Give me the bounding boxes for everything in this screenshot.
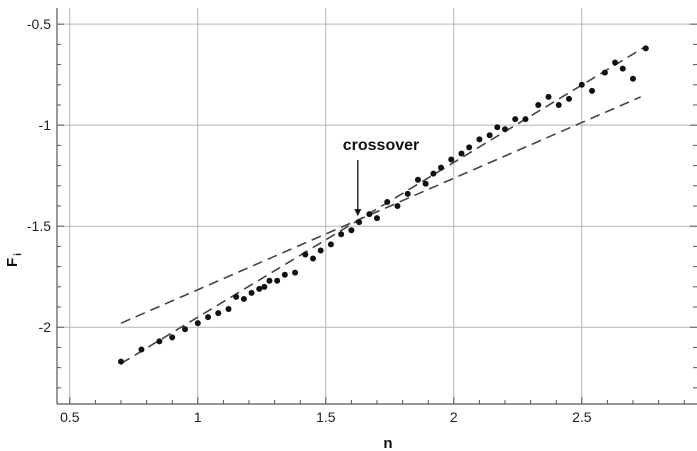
data-point [430, 170, 437, 177]
data-point [194, 320, 201, 327]
data-point [317, 247, 324, 254]
x-tick-labels: 0.5 1 1.5 2 2.5 [60, 409, 592, 425]
y-axis-label: Fi [4, 253, 24, 267]
data-point [612, 59, 619, 66]
data-point [118, 358, 124, 365]
x-tick-label: 1 [194, 409, 202, 425]
data-point [182, 326, 188, 333]
grid [57, 8, 697, 404]
crossover-annotation: crossover [343, 137, 420, 217]
data-point [169, 334, 176, 341]
data-point [476, 136, 483, 143]
data-point [248, 289, 255, 296]
x-tick-label: 2.5 [572, 409, 592, 425]
data-point [422, 180, 429, 187]
crossover-label: crossover [343, 137, 420, 154]
x-axis-label: n [383, 435, 392, 451]
x-tick-label: 0.5 [60, 409, 80, 425]
data-point [394, 203, 401, 209]
data-point [266, 277, 273, 284]
data-point [535, 101, 542, 108]
data-point [138, 346, 145, 353]
data-point [522, 116, 529, 123]
data-point [374, 215, 380, 222]
data-point [486, 132, 493, 139]
y-axis-label-subscript: i [13, 253, 24, 256]
data-point [338, 231, 345, 238]
data-point [566, 95, 572, 102]
axes [56, 8, 697, 405]
data-point [404, 190, 411, 197]
data-point [512, 116, 519, 123]
data-point [642, 45, 649, 52]
fit-lines [120, 45, 647, 365]
data-point [292, 269, 299, 276]
data-point [356, 219, 363, 226]
data-point [630, 75, 636, 82]
data-point [302, 251, 309, 258]
y-tick-label: -1 [39, 117, 52, 133]
data-point [240, 295, 247, 302]
data-point [589, 87, 596, 94]
y-tick-labels: -0.5 -1 -1.5 -2 [27, 16, 51, 335]
dashed-fit-line [120, 45, 647, 365]
dashed-fit-line [120, 96, 641, 324]
x-tick-label: 2 [450, 409, 458, 425]
data-point [448, 156, 455, 163]
data-point [274, 277, 281, 284]
y-tick-label: -1.5 [27, 218, 51, 234]
y-axis-label-main: F [4, 258, 21, 267]
data-point [281, 271, 288, 278]
data-point [256, 285, 263, 292]
data-point [494, 124, 501, 131]
data-point [601, 69, 608, 76]
data-point [233, 293, 240, 300]
data-point [502, 126, 508, 133]
data-point [261, 283, 268, 290]
data-point [366, 211, 373, 218]
data-point [225, 306, 232, 313]
data-point [348, 227, 355, 234]
x-tick-label: 1.5 [316, 409, 336, 425]
data-point [215, 310, 222, 317]
y-tick-label: -2 [39, 319, 52, 335]
data-point [458, 150, 465, 157]
data-point [578, 81, 585, 88]
data-point [414, 176, 421, 183]
crossover-arrow-head [354, 209, 362, 217]
data-point [545, 93, 552, 100]
data-point [156, 338, 163, 345]
data-point [310, 255, 316, 262]
data-point [205, 314, 212, 321]
y-tick-label: -0.5 [27, 16, 51, 32]
data-point [466, 144, 473, 151]
data-points [118, 45, 649, 365]
data-point [438, 164, 444, 171]
data-point [555, 101, 562, 108]
data-point [619, 65, 626, 72]
data-point [384, 198, 391, 205]
data-point [327, 241, 334, 248]
